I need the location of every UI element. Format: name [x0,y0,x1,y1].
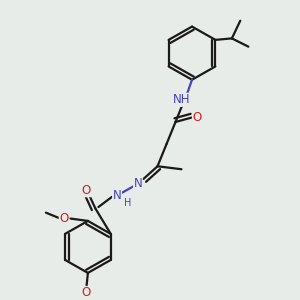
Text: O: O [82,184,91,197]
Text: O: O [193,111,202,124]
Text: H: H [124,198,131,208]
Text: O: O [82,286,91,299]
Text: N: N [112,189,122,202]
Text: NH: NH [173,93,190,106]
Text: N: N [134,177,142,190]
Text: O: O [59,212,68,225]
